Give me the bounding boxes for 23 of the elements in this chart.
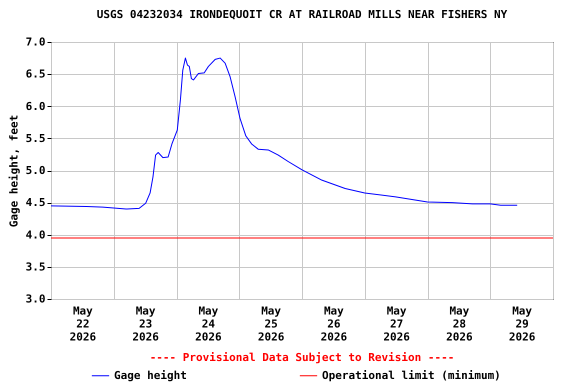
y-tick-label: 4.0 xyxy=(26,228,46,242)
y-tick-label: 6.5 xyxy=(26,68,46,81)
line-series xyxy=(51,58,518,210)
x-tick-label: May 28 2026 xyxy=(446,304,473,344)
y-tick-label: 3.5 xyxy=(26,260,46,274)
y-tick-label: 4.5 xyxy=(26,196,46,210)
x-tick-label: May 22 2026 xyxy=(70,304,96,344)
x-tick-label: May 27 2026 xyxy=(383,304,410,344)
chart-title: USGS 04232034 IRONDEQUOIT CR AT RAILROAD MILLS NEAR FISHERS NY xyxy=(96,8,508,21)
y-tick-label: 3.0 xyxy=(26,292,46,306)
y-tick-label: 5.0 xyxy=(26,164,46,177)
legend-label: Gage height xyxy=(114,368,187,382)
text: ---- Provisional Data Subject to Revision ---- xyxy=(150,351,454,364)
x-tick-label: May 25 2026 xyxy=(258,304,285,344)
y-tick-label: 5.5 xyxy=(26,132,46,145)
x-tick-label: May 23 2026 xyxy=(132,304,160,344)
y-axis-title: Gage height, feet xyxy=(8,114,21,228)
x-tick-label: May 26 2026 xyxy=(320,304,348,344)
y-tick-label: 6.0 xyxy=(26,100,46,113)
x-tick-label: May 24 2026 xyxy=(195,304,222,344)
x-tick-label: May 29 2026 xyxy=(508,304,536,344)
y-tick-label: 7.0 xyxy=(26,36,46,48)
legend-label: Operational limit (minimum) xyxy=(322,368,501,382)
